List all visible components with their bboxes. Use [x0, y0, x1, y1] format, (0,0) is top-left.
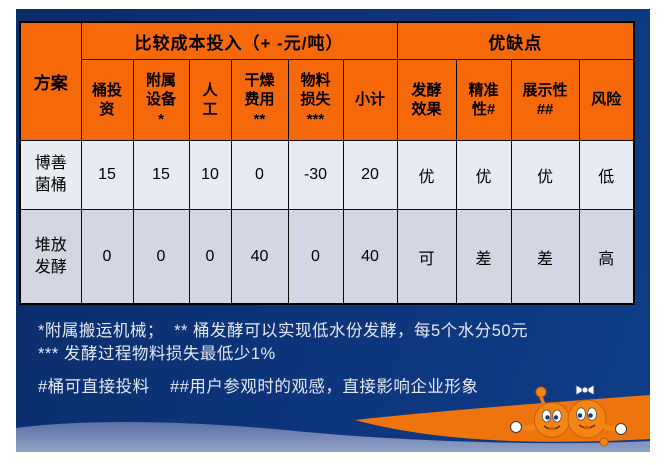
table-cell: 低: [578, 140, 635, 210]
table-cell: 高: [578, 209, 635, 305]
column-header: 展示性 ##: [510, 59, 580, 141]
row-label: 堆放 发酵: [19, 209, 82, 305]
column-header: 桶投资: [80, 59, 134, 141]
table-cell: 可: [396, 209, 457, 305]
subheader-row: 桶投资附属 设备 * 人工干燥 费用 ** 物料 损失 *** 小计 发酵 效果 精准 性# 展示性 ## 风险: [20, 59, 635, 141]
mascot-right-head: [567, 399, 607, 439]
column-header: 人工: [188, 59, 232, 141]
blue-wave: [16, 422, 650, 452]
slide-background: 方案 比较成本投入（+ -元/吨） 优缺点 桶投资附属 设备 * 人工干燥 费用 ** 物料…: [16, 9, 650, 452]
mascot-left-antenna: [535, 386, 547, 398]
footnote-line-1: *附属搬运机械； ** 桶发酵可以实现低水份发酵，每5个水分50元: [38, 322, 529, 340]
column-header: 精准 性#: [455, 59, 512, 141]
table-row: 博善 菌桶 15 15 10 0 -30 20 优优优低: [19, 140, 635, 210]
table-cell: 15: [132, 140, 190, 210]
column-header: 干燥 费用 **: [230, 59, 289, 141]
table-cell: 40: [342, 209, 398, 305]
row-label: 博善 菌桶: [19, 140, 82, 210]
table-cell: 0: [287, 209, 344, 305]
corner-header-plan: 方案: [19, 21, 82, 141]
group-header-row: 方案 比较成本投入（+ -元/吨） 优缺点: [19, 21, 635, 141]
column-header: 小计: [342, 59, 398, 141]
table-cell: 0: [132, 209, 190, 305]
comparison-table: 方案 比较成本投入（+ -元/吨） 优缺点 桶投资附属 设备 * 人工干燥 费用 ** 物料…: [19, 21, 636, 305]
table-cell: 差: [510, 209, 580, 305]
footnote-line-3: #桶可直接投料 ##用户参观时的观感，直接影响企业形象: [38, 378, 479, 396]
column-header: 附属 设备 *: [132, 59, 190, 141]
mascot-left-glove-icon: [510, 421, 522, 433]
table-cell: 优: [455, 140, 512, 210]
table-cell: 10: [188, 140, 232, 210]
table-header: 方案 比较成本投入（+ -元/吨） 优缺点 桶投资附属 设备 * 人工干燥 费用 ** 物料…: [19, 21, 635, 141]
mascot-right-glove-icon: [615, 423, 627, 435]
mascot-right: [567, 384, 627, 447]
table-cell: 40: [230, 209, 289, 305]
table-cell: 0: [230, 140, 289, 210]
footnote-cost-notes: *附属搬运机械； ** 桶发酵可以实现低水份发酵，每5个水分50元 *** 发酵过…: [38, 320, 528, 366]
footnote-hash-notes: #桶可直接投料 ##用户参观时的观感，直接影响企业形象: [38, 376, 478, 399]
table-cell: 0: [188, 209, 232, 305]
mascot-characters: [510, 384, 627, 447]
column-header: 物料 损失 ***: [287, 59, 344, 141]
table-cell: 优: [510, 140, 580, 210]
column-header: 风险: [578, 59, 635, 141]
table-body: 博善 菌桶 15 15 10 0 -30 20 优优优低堆放 发酵 0 0 0 40 0 40 可差差高: [19, 140, 635, 305]
column-header: 发酵 效果: [396, 59, 457, 141]
mascot-right-bow-icon: [575, 384, 587, 396]
table-cell: -30: [287, 140, 344, 210]
table-cell: 差: [455, 209, 512, 305]
group-header-pros-cons: 优缺点: [396, 21, 635, 60]
table-cell: 15: [80, 140, 134, 210]
footnote-line-2: *** 发酵过程物料损失最低少1%: [38, 345, 276, 363]
table-cell: 优: [396, 140, 457, 210]
table-cell: 20: [342, 140, 398, 210]
table-row: 堆放 发酵 0 0 0 40 0 40 可差差高: [19, 209, 635, 305]
mascot-left: [510, 386, 570, 438]
group-header-cost: 比较成本投入（+ -元/吨）: [80, 21, 398, 60]
table-cell: 0: [80, 209, 134, 305]
mascot-left-head: [534, 402, 570, 438]
